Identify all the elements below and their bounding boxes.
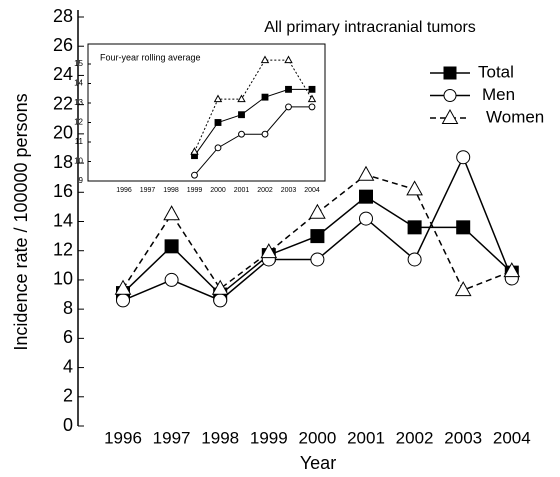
marker [310,252,325,267]
x-tick-label: 2000 [298,428,336,447]
series-line [194,59,313,152]
y-tick-label: 12 [74,118,83,127]
legend-marker [443,89,457,102]
y-tick-label: 10 [74,157,83,166]
y-tick-label: 6 [63,327,73,347]
legend-marker [443,66,457,80]
marker [307,94,317,103]
legend-label: Women [486,107,544,126]
y-tick-label: 12 [53,239,73,259]
marker [454,281,472,297]
x-tick-label: 2002 [257,187,273,194]
marker [116,293,130,308]
x-tick-label: 1998 [201,428,239,447]
inset-frame [87,43,326,182]
marker [310,229,325,244]
marker [261,130,269,138]
marker [456,150,471,165]
marker [260,55,270,64]
x-tick-label: 2001 [347,428,385,447]
x-tick-label: 1997 [140,187,156,194]
x-tick-label: 1997 [153,428,191,447]
y-tick-label: 28 [53,6,73,26]
series-line [194,106,312,176]
marker [261,93,269,101]
x-tick-label: 1999 [250,428,288,447]
marker [308,85,316,93]
marker [191,171,198,179]
inset-title: Four-year rolling average [100,52,201,62]
marker [260,243,278,259]
y-axis-title: Incidence rate / 100000 persons [11,93,31,350]
marker [309,203,326,219]
marker [456,220,471,235]
marker [407,252,422,267]
marker [237,94,246,103]
legend-label: Men [482,85,515,104]
marker [285,85,292,93]
marker [190,147,199,155]
marker [359,211,373,226]
x-tick-label: 1996 [104,428,142,447]
marker [285,103,292,111]
x-axis-title: Year [300,453,336,473]
marker [213,94,223,103]
marker [238,130,245,138]
marker [214,144,222,152]
marker [163,205,180,221]
y-tick-label: 20 [53,123,73,143]
y-tick-label: 15 [74,59,83,68]
y-tick-label: 8 [63,298,73,318]
y-tick-label: 10 [53,269,73,289]
y-tick-label: 13 [74,98,83,107]
y-tick-label: 2 [63,386,73,406]
x-tick-label: 2000 [210,187,226,194]
legend-label: Total [478,62,514,81]
x-tick-label: 2004 [304,187,320,194]
y-tick-label: 26 [53,35,73,55]
chart-title: All primary intracranial tumors [264,19,476,36]
y-tick-label: 18 [53,152,73,172]
y-tick-label: 24 [53,64,73,84]
x-tick-label: 2002 [396,428,434,447]
marker [284,55,293,64]
series-line [194,88,312,156]
x-tick-label: 2003 [444,428,482,447]
x-tick-label: 1999 [187,187,203,194]
y-tick-label: 22 [53,93,73,113]
y-tick-label: 0 [63,415,73,435]
y-tick-label: 4 [63,356,73,376]
x-tick-label: 1998 [163,187,179,194]
marker [357,165,375,181]
y-tick-label: 14 [74,79,83,88]
x-tick-label: 2001 [234,187,250,194]
x-tick-label: 2004 [493,428,531,447]
marker [238,111,245,119]
legend-marker [441,108,459,124]
marker [213,293,228,308]
marker [164,239,179,254]
marker [114,279,132,295]
marker [214,119,222,126]
marker [308,103,316,111]
marker [406,180,423,196]
y-tick-label: 11 [75,137,84,146]
marker [164,272,179,287]
y-tick-label: 16 [53,181,73,201]
y-tick-label: 9 [79,176,84,185]
marker [359,189,373,204]
x-tick-label: 1996 [116,187,132,194]
x-tick-label: 2003 [281,187,297,194]
y-tick-label: 14 [53,210,73,230]
marker [211,279,229,295]
marker [503,262,521,278]
marker [407,220,422,235]
